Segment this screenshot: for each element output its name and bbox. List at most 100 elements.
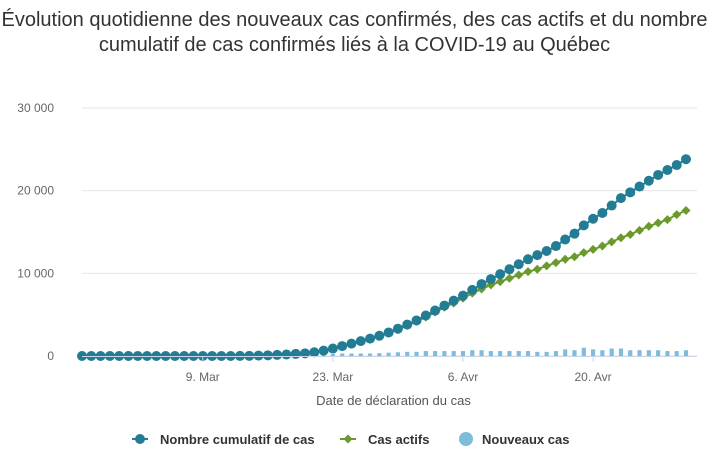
point-cas-actifs [495, 277, 505, 287]
point-cumulatif [309, 347, 320, 358]
bar-nouveaux-cas [442, 351, 447, 356]
x-tick-label: 23. Mar [313, 370, 354, 384]
point-cas-actifs [653, 218, 663, 228]
point-cas-actifs [588, 244, 598, 254]
legend-item-nouveaux-cas[interactable]: Nouveaux cas [459, 432, 569, 447]
point-cumulatif [513, 259, 524, 270]
legend-item-cumulatif[interactable]: Nombre cumulatif de cas [132, 432, 315, 447]
point-cas-actifs [644, 221, 654, 231]
bar-nouveaux-cas [433, 351, 438, 356]
point-cumulatif [578, 220, 589, 231]
point-cumulatif [392, 323, 403, 334]
bar-nouveaux-cas [358, 353, 363, 356]
bar-nouveaux-cas [683, 350, 689, 356]
bar-nouveaux-cas [637, 350, 642, 356]
bar-nouveaux-cas [656, 350, 661, 356]
bar-nouveaux-cas [553, 351, 558, 356]
bar-nouveaux-cas [563, 349, 568, 356]
bar-nouveaux-cas [414, 351, 419, 356]
axis-layer: 0 10 000 20 000 30 000 9. Mar 23. Mar 6. Avr 20… [17, 101, 697, 384]
bar-nouveaux-cas [386, 352, 391, 356]
point-cumulatif [606, 200, 617, 211]
point-cumulatif [272, 349, 283, 360]
bar-nouveaux-cas [609, 348, 614, 356]
point-cas-actifs [560, 254, 570, 264]
bar-nouveaux-cas [646, 350, 651, 356]
point-cas-actifs [569, 252, 579, 262]
point-cumulatif [634, 181, 645, 192]
bar-nouveaux-cas [330, 353, 335, 356]
legend-diamond-symbol [343, 434, 353, 444]
legend-label: Cas actifs [368, 432, 429, 447]
bar-nouveaux-cas [618, 348, 624, 356]
point-cas-actifs [616, 233, 626, 243]
point-cumulatif [420, 310, 431, 321]
y-tick-label: 10 000 [17, 266, 54, 280]
point-cas-actifs [504, 273, 514, 283]
bar-nouveaux-cas [665, 351, 670, 356]
point-cumulatif [467, 284, 478, 295]
point-cas-actifs [672, 210, 682, 220]
point-cumulatif [532, 250, 543, 261]
point-cumulatif [495, 269, 506, 280]
y-tick-label: 0 [47, 349, 54, 363]
point-cumulatif [550, 241, 561, 252]
bar-nouveaux-cas [460, 351, 466, 356]
point-cumulatif [643, 175, 654, 186]
point-cas-actifs [542, 261, 552, 271]
legend-circle-symbol [135, 434, 145, 444]
point-cumulatif [523, 254, 534, 265]
point-cumulatif [504, 264, 515, 275]
point-cas-actifs [551, 258, 561, 268]
point-cumulatif [318, 345, 329, 356]
bar-nouveaux-cas [349, 353, 354, 356]
point-cumulatif [402, 319, 413, 330]
point-cumulatif [234, 350, 245, 361]
legend-label: Nombre cumulatif de cas [160, 432, 315, 447]
point-cumulatif [262, 350, 273, 361]
point-cumulatif [346, 338, 357, 349]
point-cumulatif [569, 228, 580, 239]
point-cumulatif [476, 279, 487, 290]
point-cas-actifs [607, 237, 617, 247]
point-cumulatif [671, 160, 682, 171]
bar-nouveaux-cas [581, 347, 586, 356]
point-cas-actifs [662, 215, 672, 225]
point-cumulatif [253, 350, 264, 361]
point-cumulatif [365, 333, 376, 344]
lines-layer [77, 154, 691, 361]
point-cumulatif [681, 154, 691, 165]
bar-nouveaux-cas [470, 350, 475, 356]
x-tick-label: 9. Mar [186, 370, 220, 384]
bar-nouveaux-cas [498, 351, 503, 356]
bar-nouveaux-cas [395, 352, 401, 356]
point-cas-actifs [597, 241, 607, 251]
bar-nouveaux-cas [544, 351, 549, 356]
point-cas-actifs [681, 206, 691, 216]
x-tick-label: 20. Avr [575, 370, 612, 384]
bars-layer [237, 347, 689, 356]
bar-nouveaux-cas [423, 351, 428, 356]
bar-nouveaux-cas [590, 349, 596, 356]
bar-nouveaux-cas [674, 351, 679, 356]
legend-label: Nouveaux cas [482, 432, 569, 447]
bar-nouveaux-cas [377, 353, 382, 356]
point-cumulatif [560, 234, 571, 245]
point-cumulatif [355, 336, 366, 347]
point-cumulatif [374, 330, 385, 341]
chart-title: Évolution quotidienne des nouveaux cas c… [1, 9, 708, 56]
bar-nouveaux-cas [367, 353, 373, 356]
point-cumulatif [383, 327, 394, 338]
bar-nouveaux-cas [479, 350, 484, 356]
point-cumulatif [662, 165, 673, 175]
bar-nouveaux-cas [525, 351, 531, 356]
bar-nouveaux-cas [405, 351, 410, 356]
bar-nouveaux-cas [507, 351, 512, 356]
point-cumulatif [281, 349, 292, 360]
point-cumulatif [541, 246, 552, 257]
legend-item-cas-actifs[interactable]: Cas actifs [340, 432, 429, 447]
point-cumulatif [290, 348, 301, 359]
legend: Nombre cumulatif de cas Cas actifs Nouveau… [132, 432, 569, 447]
